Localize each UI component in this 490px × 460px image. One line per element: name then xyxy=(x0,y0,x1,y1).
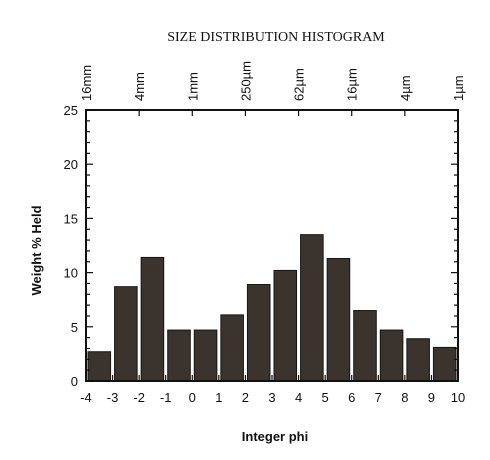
x-tick-label: 3 xyxy=(268,390,275,405)
x-tick-label: 7 xyxy=(375,390,382,405)
histogram-bar xyxy=(246,284,271,382)
y-tick-label: 20 xyxy=(64,157,78,172)
top-tick-label: 16µm xyxy=(345,68,360,101)
y-axis: 0 5 10 15 20 25 xyxy=(64,103,458,389)
top-tick-label: 4mm xyxy=(132,72,147,101)
histogram-bar xyxy=(220,314,244,382)
histogram-bar xyxy=(193,329,218,382)
histogram-bar xyxy=(379,329,404,382)
top-tick-label: 1mm xyxy=(185,72,200,101)
histogram-bar xyxy=(114,286,138,382)
top-tick-label: 250µm xyxy=(238,61,253,101)
x-tick-label: -3 xyxy=(107,390,119,405)
x-axis: -4 -3 -2 -1 0 1 2 3 4 5 6 7 8 9 10 xyxy=(80,375,465,405)
histogram-bar xyxy=(273,269,298,382)
top-tick-label: 16mm xyxy=(79,65,94,101)
x-tick-label: 1 xyxy=(215,390,222,405)
histogram-bar xyxy=(87,351,112,382)
histogram-bar xyxy=(167,329,191,382)
x-tick-label: -2 xyxy=(133,390,145,405)
x-tick-label: 6 xyxy=(348,390,355,405)
x-tick-label: 0 xyxy=(189,390,196,405)
x-tick-label: -4 xyxy=(80,390,92,405)
x-tick-label: -1 xyxy=(160,390,172,405)
histogram-bar xyxy=(406,338,430,382)
chart-title: SIZE DISTRIBUTION HISTOGRAM xyxy=(167,30,385,45)
histogram-bar xyxy=(140,256,165,382)
y-axis-label: Weight % Held xyxy=(29,205,44,295)
top-tick-label: 1µm xyxy=(451,75,466,101)
histogram-bar xyxy=(432,346,457,382)
histogram-bar xyxy=(300,234,324,382)
x-tick-label: 10 xyxy=(451,390,465,405)
x-axis-label: Integer phi xyxy=(242,429,308,444)
histogram-bar xyxy=(326,258,351,382)
x-tick-label: 8 xyxy=(401,390,408,405)
top-tick-label: 4µm xyxy=(398,75,413,101)
x-tick-label: 9 xyxy=(428,390,435,405)
y-tick-label: 25 xyxy=(64,103,78,118)
x-tick-label: 4 xyxy=(295,390,302,405)
top-size-axis: 16mm 4mm 1mm 250µm 62µm 16µm 4µm 1µm xyxy=(79,61,466,116)
y-tick-label: 5 xyxy=(71,320,78,335)
top-tick-label: 62µm xyxy=(292,68,307,101)
x-tick-label: 2 xyxy=(242,390,249,405)
y-tick-label: 10 xyxy=(64,266,78,281)
bars-group xyxy=(87,234,457,382)
y-tick-label: 15 xyxy=(64,211,78,226)
y-tick-label: 0 xyxy=(71,374,78,389)
histogram-bar xyxy=(353,310,377,382)
x-tick-label: 5 xyxy=(322,390,329,405)
